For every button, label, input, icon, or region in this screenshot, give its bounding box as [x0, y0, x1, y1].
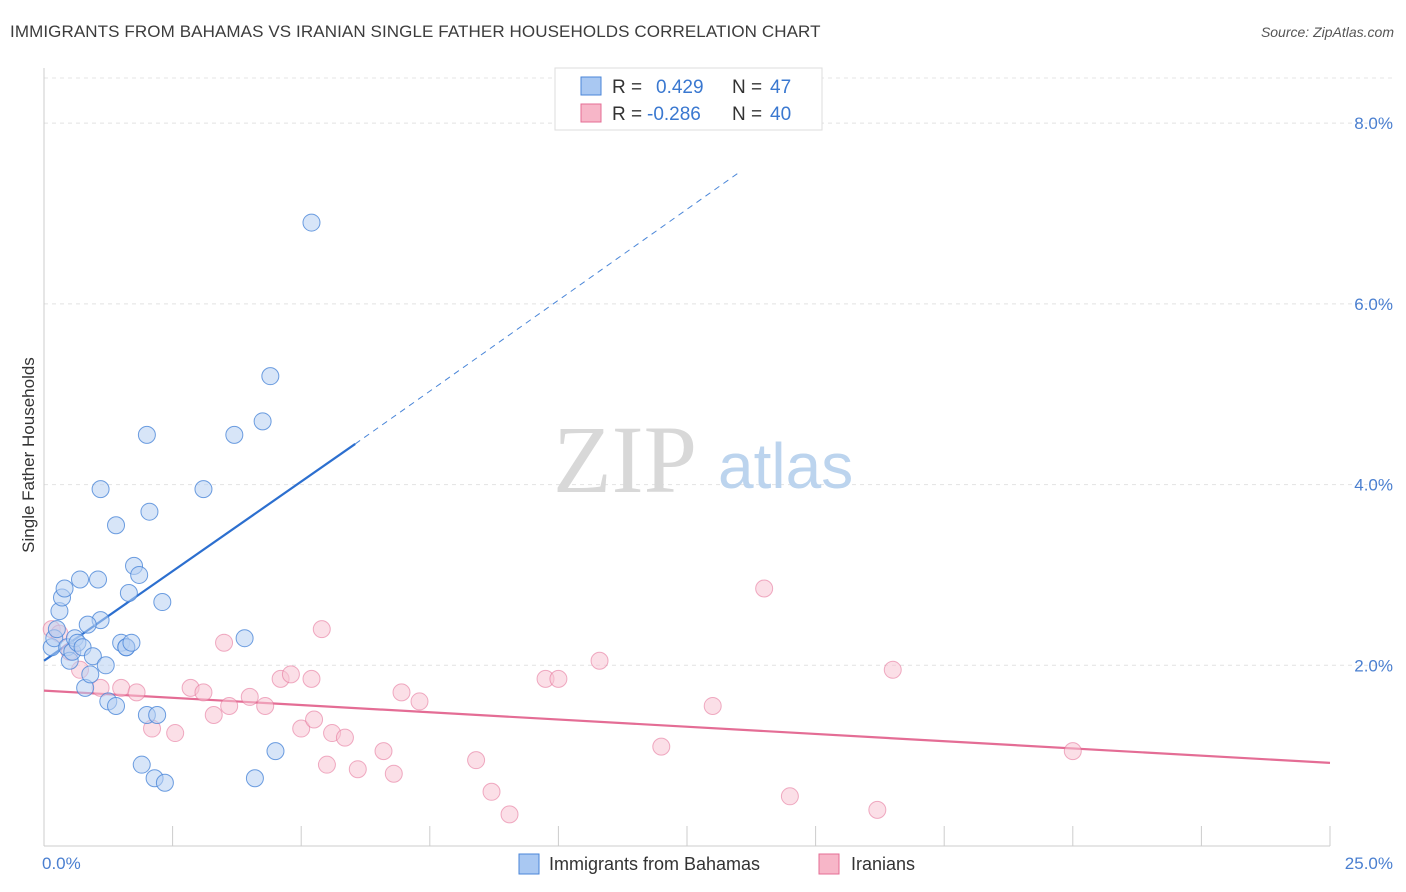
- point-iranians: [755, 579, 774, 598]
- point-bahamas: [225, 425, 244, 444]
- stats-n-value-iranians: 40: [770, 104, 791, 125]
- point-iranians: [467, 751, 486, 770]
- point-iranians: [305, 710, 324, 729]
- stats-r-label-bahamas: R =: [612, 77, 642, 98]
- point-bahamas: [253, 412, 272, 431]
- point-bahamas: [47, 620, 66, 639]
- point-bahamas: [107, 696, 126, 715]
- stats-n-value-bahamas: 47: [770, 77, 791, 98]
- stats-n-label-bahamas: N =: [732, 77, 762, 98]
- point-bahamas: [96, 656, 115, 675]
- point-bahamas: [261, 367, 280, 386]
- point-iranians: [1063, 742, 1082, 761]
- point-bahamas: [132, 755, 151, 774]
- watermark-zip: ZIP: [553, 406, 697, 513]
- legend-label-iranians: Iranians: [851, 854, 915, 874]
- axes: [43, 68, 1331, 847]
- point-bahamas: [140, 502, 159, 521]
- point-bahamas: [153, 593, 172, 612]
- point-iranians: [194, 683, 213, 702]
- stats-swatch-bahamas: [580, 76, 602, 96]
- point-iranians: [256, 696, 275, 715]
- y-tick-label: 8.0%: [1354, 114, 1393, 133]
- source-note: Source: ZipAtlas.com: [1260, 24, 1394, 40]
- point-iranians: [240, 687, 259, 706]
- point-bahamas: [235, 629, 254, 648]
- point-bahamas: [130, 565, 149, 584]
- point-iranians: [780, 787, 799, 806]
- point-bahamas: [107, 516, 126, 535]
- point-bahamas: [81, 665, 100, 684]
- tick-labels: 2.0% 4.0% 6.0% 8.0% 0.0% 25.0%: [42, 114, 1393, 873]
- stats-r-value-bahamas: 0.429: [656, 77, 704, 98]
- point-iranians: [317, 755, 336, 774]
- grid-lines: [44, 77, 1392, 666]
- point-bahamas: [266, 742, 285, 761]
- y-tick-label: 6.0%: [1354, 295, 1393, 314]
- point-bahamas: [122, 633, 141, 652]
- point-iranians: [281, 665, 300, 684]
- y-tick-label: 4.0%: [1354, 476, 1393, 495]
- point-iranians: [549, 669, 568, 688]
- point-bahamas: [194, 480, 213, 499]
- point-iranians: [482, 782, 501, 801]
- y-tick-label: 2.0%: [1354, 656, 1393, 675]
- point-iranians: [204, 705, 223, 724]
- point-bahamas: [119, 584, 138, 603]
- watermark: ZIP atlas: [553, 406, 853, 513]
- point-bahamas: [148, 705, 167, 724]
- stats-r-label-iranians: R =: [612, 104, 642, 125]
- point-bahamas: [245, 769, 264, 788]
- point-iranians: [302, 669, 321, 688]
- trendline-bahamas-dashed: [354, 172, 739, 445]
- stats-n-label-iranians: N =: [732, 104, 762, 125]
- point-iranians: [703, 696, 722, 715]
- x-tick-label-max: 25.0%: [1345, 854, 1393, 873]
- point-bahamas: [89, 570, 108, 589]
- y-axis-title: Single Father Households: [19, 357, 38, 553]
- point-bahamas: [78, 615, 97, 634]
- x-tick-label-min: 0.0%: [42, 854, 81, 873]
- point-iranians: [590, 651, 609, 670]
- point-iranians: [127, 683, 146, 702]
- point-iranians: [410, 692, 429, 711]
- point-iranians: [112, 678, 131, 697]
- stats-r-value-iranians: -0.286: [647, 104, 701, 125]
- chart-title: IMMIGRANTS FROM BAHAMAS VS IRANIAN SINGL…: [10, 22, 821, 41]
- point-iranians: [883, 660, 902, 679]
- point-bahamas: [91, 480, 110, 499]
- point-iranians: [220, 696, 239, 715]
- point-bahamas: [55, 579, 74, 598]
- stats-legend-box: R = 0.429 N = 47 R = -0.286 N = 40: [554, 67, 823, 131]
- point-iranians: [384, 764, 403, 783]
- legend-label-bahamas: Immigrants from Bahamas: [549, 854, 760, 874]
- data-points: [42, 213, 1082, 824]
- point-bahamas: [155, 773, 174, 792]
- point-iranians: [500, 805, 519, 824]
- point-bahamas: [71, 570, 90, 589]
- point-bahamas: [302, 213, 321, 232]
- point-iranians: [374, 742, 393, 761]
- point-iranians: [292, 719, 311, 738]
- point-iranians: [392, 683, 411, 702]
- point-iranians: [868, 800, 887, 819]
- point-iranians: [312, 620, 331, 639]
- point-bahamas: [137, 425, 156, 444]
- point-iranians: [348, 760, 367, 779]
- stats-swatch-iranians: [580, 103, 602, 123]
- point-iranians: [166, 724, 185, 743]
- watermark-atlas: atlas: [718, 430, 853, 502]
- point-iranians: [215, 633, 234, 652]
- bottom-legend: Immigrants from Bahamas Iranians: [518, 853, 915, 875]
- point-bahamas: [83, 647, 102, 666]
- legend-swatch-bahamas: [518, 853, 540, 875]
- point-iranians: [335, 728, 354, 747]
- legend-swatch-iranians: [818, 853, 840, 875]
- point-iranians: [652, 737, 671, 756]
